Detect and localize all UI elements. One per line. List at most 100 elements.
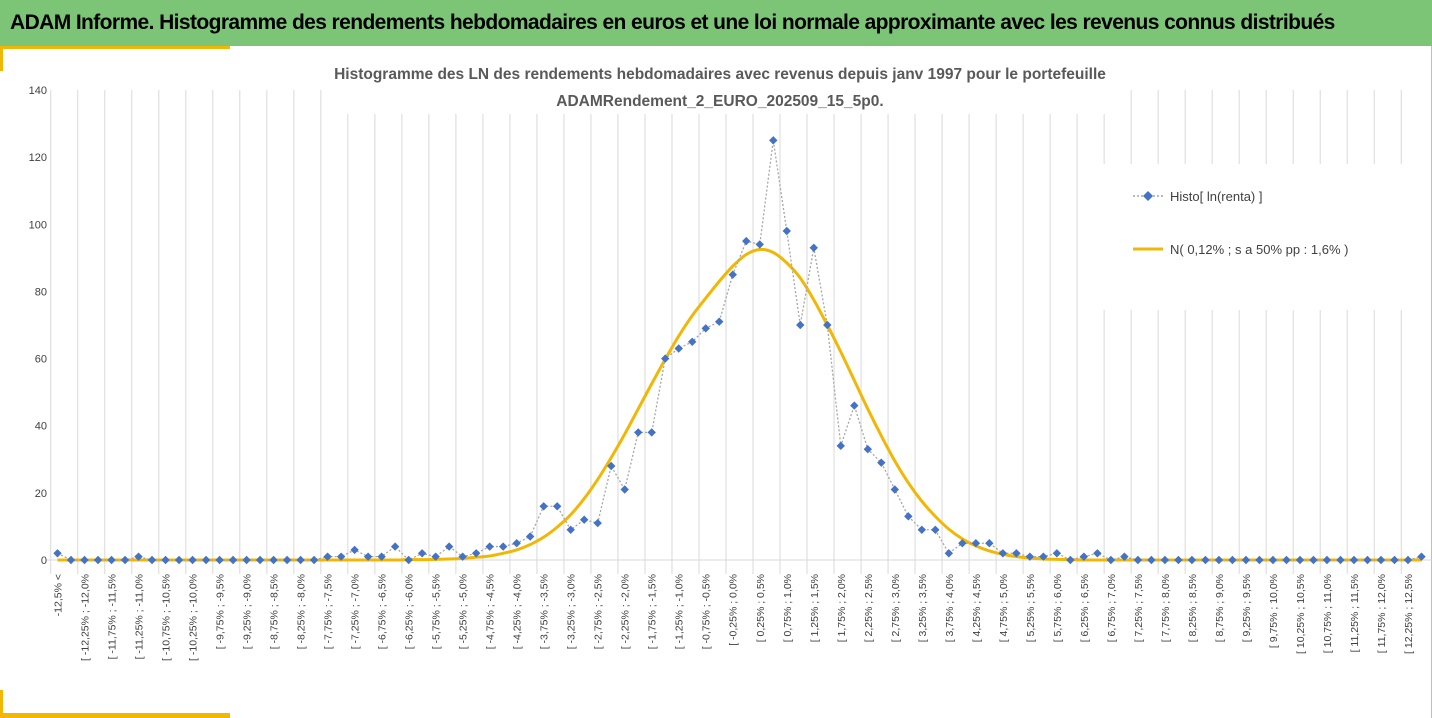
accent-bar-top-left bbox=[0, 46, 230, 49]
histo-point bbox=[823, 320, 832, 330]
histo-point bbox=[1201, 555, 1210, 565]
histo-point bbox=[1363, 555, 1372, 565]
histo-point bbox=[701, 324, 710, 333]
histo-point bbox=[579, 515, 589, 524]
chart-title-background bbox=[322, 56, 1124, 114]
histo-point bbox=[282, 555, 292, 565]
y-tick-label: 40 bbox=[35, 421, 47, 433]
x-tick-label: [ -4,75% ; -4,5% bbox=[485, 574, 497, 649]
histo-point bbox=[917, 525, 927, 534]
histo-point bbox=[863, 445, 872, 454]
histo-point bbox=[742, 236, 751, 246]
histo-point bbox=[485, 542, 494, 551]
histo-point bbox=[296, 555, 305, 565]
histo-point bbox=[458, 552, 467, 561]
x-tick-label: [ -8,75% ; -8,5% bbox=[269, 574, 281, 649]
x-tick-label: [ -2,75% ; -2,5% bbox=[593, 574, 605, 649]
x-tick-label: [ -6,75% ; -6,5% bbox=[377, 574, 389, 649]
histo-point bbox=[944, 549, 954, 558]
x-tick-label: [ -11,25% ; -11,0% bbox=[134, 574, 146, 659]
histo-point bbox=[525, 532, 535, 541]
histo-point bbox=[1039, 552, 1048, 561]
x-tick-label: [ -12,25% ; -12,0% bbox=[80, 574, 92, 661]
x-tick-label: [ -0,25% ; 0,0% bbox=[728, 574, 740, 646]
histo-point bbox=[323, 552, 332, 561]
x-tick-label: [ 2,25% ; 2,5% bbox=[863, 574, 875, 642]
histo-point bbox=[877, 458, 886, 467]
x-tick-label: [ 0,75% ; 1,0% bbox=[782, 574, 794, 642]
histo-point bbox=[1349, 555, 1359, 565]
histo-point bbox=[80, 555, 89, 565]
histo-point bbox=[120, 555, 130, 565]
histo-point bbox=[215, 555, 224, 565]
x-tick-label: [ -10,25% ; -10,0% bbox=[188, 574, 200, 661]
histo-point bbox=[552, 502, 562, 511]
histo-point bbox=[1336, 555, 1345, 565]
y-tick-label: 20 bbox=[35, 488, 47, 500]
report-header: ADAM Informe. Histogramme des rendements… bbox=[0, 0, 1432, 46]
x-tick-label: [ -9,25% ; -9,0% bbox=[242, 574, 254, 649]
x-axis-ticks: -12,5% < [ -12,25% ; -12,0% [ -11,75% ; -1… bbox=[53, 574, 1415, 661]
x-tick-label: [ 9,25% ; 9,5% bbox=[1241, 574, 1253, 642]
histo-point bbox=[539, 502, 548, 511]
histo-point bbox=[661, 354, 670, 363]
histo-point bbox=[269, 555, 278, 565]
x-tick-label: [ 1,25% ; 1,5% bbox=[809, 574, 821, 642]
histo-point bbox=[1052, 549, 1062, 558]
histo-point bbox=[1282, 555, 1291, 565]
x-tick-label: [ -7,25% ; -7,0% bbox=[350, 574, 362, 649]
accent-bar-bottom-left bbox=[0, 713, 230, 718]
histo-point bbox=[1120, 552, 1129, 561]
histo-point bbox=[836, 441, 845, 451]
histo-point bbox=[188, 555, 197, 565]
histo-point bbox=[498, 542, 508, 551]
x-tick-label: [ 4,75% ; 5,0% bbox=[998, 574, 1010, 642]
x-tick-label: [ 12,25% ; 12,5% bbox=[1403, 574, 1415, 654]
histo-point bbox=[850, 401, 859, 410]
legend-histo-marker bbox=[1143, 191, 1153, 201]
x-tick-label: [ 10,25% ; 10,5% bbox=[1295, 574, 1307, 654]
x-tick-label: [ 3,75% ; 4,0% bbox=[944, 574, 956, 642]
y-tick-label: 0 bbox=[41, 555, 47, 567]
histo-point bbox=[1390, 555, 1399, 565]
histo-point bbox=[363, 552, 373, 561]
histo-point bbox=[728, 270, 737, 279]
histo-point bbox=[309, 555, 319, 565]
x-tick-label: [ -3,75% ; -3,5% bbox=[539, 574, 551, 649]
histo-point bbox=[350, 545, 359, 555]
x-tick-label: [ 8,75% ; 9,0% bbox=[1214, 574, 1226, 642]
x-tick-label: [ -3,25% ; -3,0% bbox=[566, 574, 578, 649]
x-tick-label: [ 11,75% ; 12,0% bbox=[1376, 574, 1388, 653]
y-axis-ticks: 0 20 40 60 80 100 120 140 bbox=[29, 85, 47, 567]
y-tick-label: 100 bbox=[29, 219, 47, 231]
histo-point bbox=[93, 555, 103, 565]
histo-point bbox=[1079, 552, 1089, 561]
histo-point bbox=[377, 552, 386, 561]
histo-point bbox=[634, 428, 643, 437]
x-tick-label: [ -2,25% ; -2,0% bbox=[620, 574, 632, 649]
histo-point bbox=[674, 344, 683, 353]
histo-point bbox=[1025, 552, 1035, 561]
histo-point bbox=[1403, 555, 1413, 565]
histo-point bbox=[512, 539, 521, 548]
histo-point bbox=[715, 317, 724, 326]
y-tick-label: 140 bbox=[29, 85, 47, 97]
histo-point bbox=[1417, 552, 1426, 561]
histo-point bbox=[107, 555, 116, 565]
histo-point bbox=[1187, 555, 1197, 565]
x-tick-label: [ 3,25% ; 3,5% bbox=[917, 574, 929, 642]
gridlines bbox=[45, 90, 1432, 574]
x-tick-label: [ -5,25% ; -5,0% bbox=[458, 574, 470, 649]
x-tick-label: [ 11,25% ; 11,5% bbox=[1349, 574, 1361, 652]
chart-legend: Histo[ ln(renta) ] N( 0,12% ; s a 50% pp… bbox=[1082, 164, 1412, 310]
histo-point bbox=[647, 428, 656, 437]
x-tick-label: [ 7,75% ; 8,0% bbox=[1160, 574, 1172, 642]
histo-point bbox=[1093, 549, 1102, 558]
histo-point bbox=[1228, 555, 1237, 565]
x-tick-label: [ 9,75% ; 10,0% bbox=[1268, 574, 1280, 648]
histo-point bbox=[1295, 555, 1305, 565]
x-tick-label: [ -9,75% ; -9,5% bbox=[215, 574, 227, 649]
x-tick-label: [ 5,75% ; 6,0% bbox=[1052, 574, 1064, 642]
histo-point bbox=[242, 555, 251, 565]
histo-point bbox=[53, 549, 62, 558]
